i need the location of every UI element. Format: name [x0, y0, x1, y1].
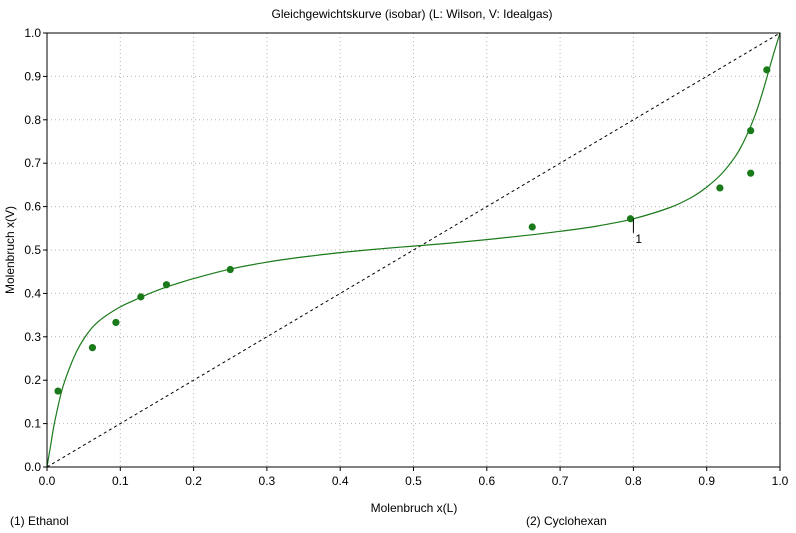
x-tick-label: 1.0	[772, 474, 789, 488]
y-tick-label: 0.2	[24, 373, 41, 387]
x-tick-label: 0.3	[259, 474, 276, 488]
x-tick-label: 0.9	[698, 474, 715, 488]
y-axis-label: Molenbruch x(V)	[3, 206, 17, 294]
data-point	[747, 127, 755, 135]
x-tick-label: 0.7	[552, 474, 569, 488]
chart-title: Gleichgewichtskurve (isobar) (L: Wilson,…	[272, 7, 553, 21]
data-point	[626, 215, 635, 223]
annotation: 1	[632, 218, 642, 246]
diagonal-line	[46, 32, 781, 468]
data-point	[162, 281, 171, 289]
component-1-label: (1) Ethanol	[10, 514, 69, 528]
model-curve-wilson	[46, 32, 781, 468]
data-point	[716, 184, 724, 192]
y-tick-label: 0.9	[24, 69, 41, 83]
x-tick-label: 0.1	[112, 474, 129, 488]
x-tick-label: 0.8	[625, 474, 642, 488]
y-tick-label: 0.6	[24, 200, 41, 214]
y-tick-label: 0.0	[24, 460, 41, 474]
measured-points	[54, 66, 771, 395]
data-point	[137, 293, 145, 301]
x-axis-label: Molenbruch x(L)	[371, 501, 458, 515]
y-tick-label: 0.3	[24, 330, 41, 344]
data-point	[226, 265, 234, 274]
data-point	[747, 169, 755, 177]
axis-ticks: 0.0 0.1 0.2 0.3 0.4 0.5 0.6 0.7 0.8 0.9 1.0 0.0 0.1 0…	[24, 26, 788, 488]
data-point	[54, 387, 62, 395]
y-tick-label: 0.8	[24, 113, 41, 127]
data-point	[112, 318, 120, 327]
component-2-label: (2) Cyclohexan	[526, 514, 607, 528]
y-tick-label: 0.4	[24, 286, 41, 300]
grid	[47, 33, 780, 467]
x-tick-label: 0.2	[185, 474, 202, 488]
x-tick-label: 0.4	[332, 474, 349, 488]
x-tick-label: 0.5	[405, 474, 422, 488]
y-tick-label: 1.0	[24, 26, 41, 40]
data-point	[528, 223, 536, 231]
y-tick-label: 0.1	[24, 417, 41, 431]
annotation-label: 1	[635, 232, 642, 246]
data-point	[763, 66, 771, 74]
y-tick-label: 0.5	[24, 243, 41, 257]
data-point	[88, 344, 97, 352]
y-tick-label: 0.7	[24, 156, 41, 170]
x-tick-label: 0.6	[478, 474, 495, 488]
x-tick-label: 0.0	[39, 474, 56, 488]
